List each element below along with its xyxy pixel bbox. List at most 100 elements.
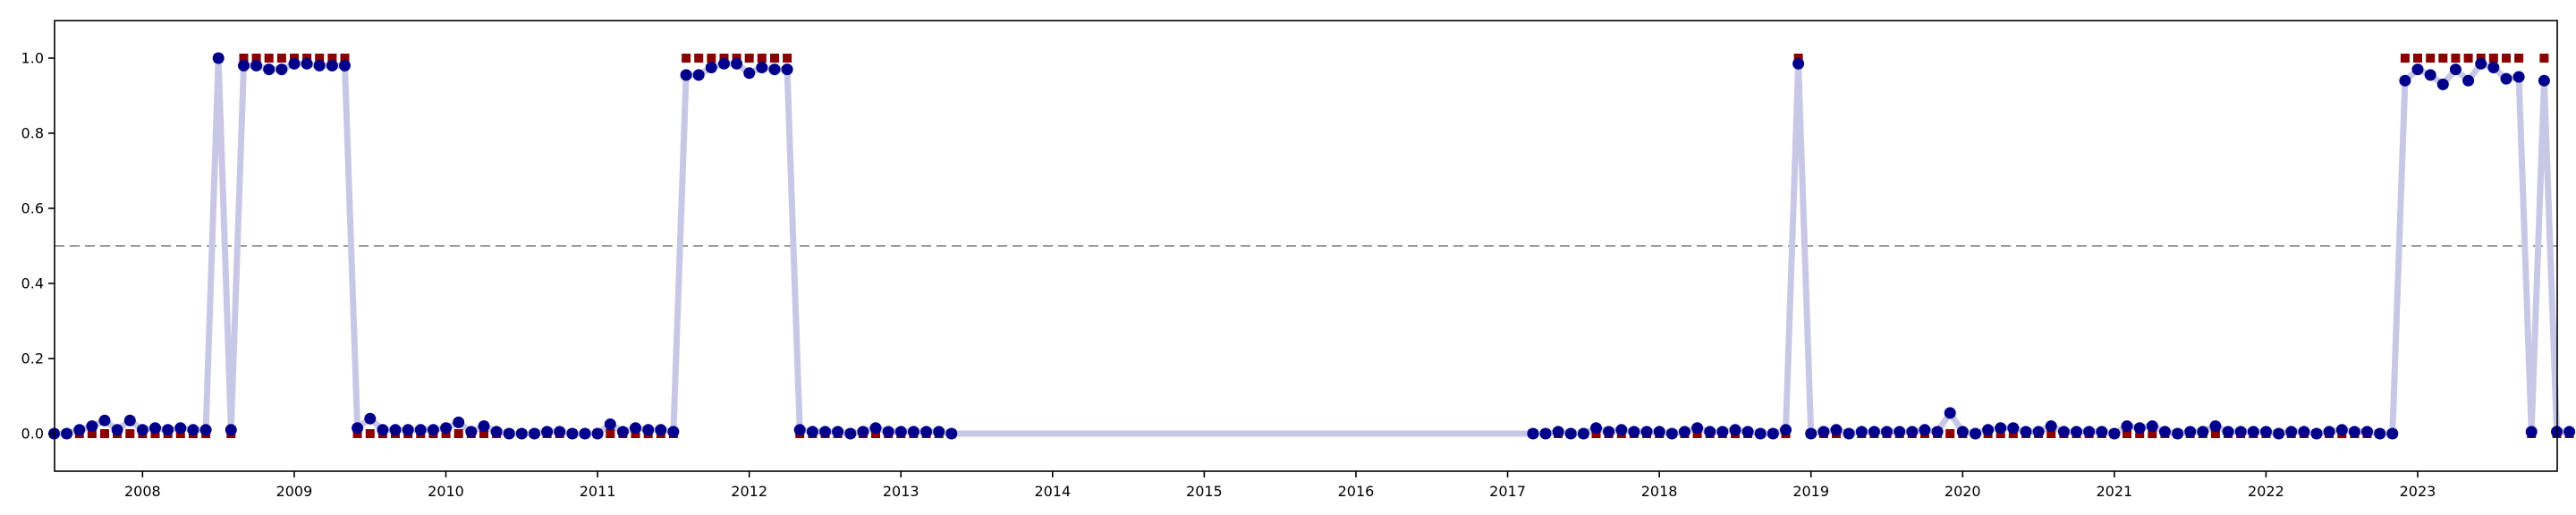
label-marker — [2046, 429, 2056, 438]
probability-point — [1729, 424, 1741, 436]
probability-point — [339, 59, 351, 72]
probability-point — [857, 426, 869, 438]
probability-point — [718, 57, 730, 70]
probability-point — [427, 424, 439, 436]
probability-point — [920, 426, 933, 438]
probability-point — [2247, 426, 2259, 438]
label-marker — [365, 429, 375, 438]
probability-point — [515, 427, 528, 440]
label-marker — [2123, 429, 2131, 438]
label-marker — [694, 54, 704, 63]
label-marker — [606, 429, 615, 438]
probability-point — [1894, 426, 1906, 438]
probability-point — [503, 427, 515, 440]
label-marker — [239, 54, 249, 63]
probability-point — [2285, 426, 2298, 438]
label-marker — [2413, 54, 2422, 63]
probability-point — [579, 427, 591, 440]
label-marker — [682, 54, 691, 63]
probability-point — [238, 59, 250, 72]
label-marker — [783, 54, 792, 63]
probability-point — [402, 424, 414, 436]
y-axis: 0.0 0.2 0.4 0.6 0.8 1.0 — [21, 50, 55, 443]
probability-point — [1995, 422, 2007, 435]
probability-point — [2096, 426, 2108, 438]
probability-point — [655, 424, 667, 436]
probability-point — [1527, 427, 1539, 440]
probability-point — [630, 422, 641, 435]
label-marker — [87, 429, 97, 438]
x-tick-label: 2023 — [2400, 483, 2436, 500]
probability-point — [288, 57, 301, 70]
probability-point — [2209, 420, 2222, 433]
probability-point — [136, 424, 148, 436]
probability-point — [275, 63, 288, 76]
probability-point — [1615, 424, 1628, 436]
probability-point — [1931, 426, 1944, 438]
probability-point — [945, 427, 958, 440]
x-tick-label: 2008 — [124, 483, 161, 500]
probability-point-layer — [48, 52, 2576, 440]
probability-point — [616, 426, 629, 438]
probability-point — [1944, 407, 1956, 419]
probability-point — [2512, 71, 2525, 83]
probability-point — [1552, 426, 1564, 438]
x-tick-label: 2015 — [1186, 483, 1223, 500]
probability-point — [352, 422, 364, 435]
probability-point — [490, 426, 503, 438]
probability-point — [1868, 426, 1880, 438]
probability-point — [2298, 426, 2310, 438]
probability-point — [554, 426, 566, 438]
probability-point — [705, 62, 717, 73]
probability-point — [2563, 426, 2576, 438]
label-marker — [770, 54, 779, 63]
probability-point — [2222, 426, 2234, 438]
probability-point — [642, 424, 655, 436]
probability-point — [2335, 424, 2348, 436]
probability-point — [756, 62, 768, 73]
probability-point — [529, 427, 540, 440]
probability-point — [2462, 74, 2475, 87]
probability-point — [2449, 63, 2462, 76]
probability-point — [1792, 57, 1805, 70]
probability-point — [1603, 426, 1615, 438]
probability-point — [566, 427, 579, 440]
x-tick-label: 2009 — [276, 483, 313, 500]
label-marker — [251, 54, 261, 63]
x-tick-label: 2010 — [428, 483, 464, 500]
x-tick-label: 2013 — [883, 483, 919, 500]
probability-point — [933, 426, 945, 438]
probability-point — [2234, 426, 2247, 438]
probability-point — [162, 424, 174, 436]
probability-point — [1855, 426, 1868, 438]
y-tick-label: 0.8 — [21, 125, 44, 142]
probability-point — [743, 67, 756, 80]
probability-point — [2057, 426, 2070, 438]
probability-point — [86, 420, 98, 433]
probability-point — [2323, 426, 2335, 438]
probability-point — [1754, 427, 1767, 440]
probability-point — [819, 426, 831, 438]
probability-point — [440, 422, 453, 435]
x-tick-label: 2021 — [2096, 483, 2132, 500]
probability-point — [832, 426, 844, 438]
probability-point — [1577, 427, 1589, 440]
probability-point — [768, 63, 781, 76]
probability-point — [2399, 74, 2411, 87]
label-marker — [479, 429, 488, 438]
probability-point — [680, 69, 692, 81]
probability-point — [2273, 427, 2285, 440]
probability-point — [869, 422, 882, 435]
probability-point — [111, 424, 123, 436]
x-tick-label: 2014 — [1034, 483, 1071, 500]
probability-point — [1818, 426, 1830, 438]
probability-point — [844, 427, 857, 440]
probability-point — [414, 424, 427, 436]
probability-point — [882, 426, 894, 438]
probability-point — [541, 426, 554, 438]
probability-point — [1590, 422, 1602, 435]
probability-point — [2121, 420, 2133, 433]
probability-point — [1539, 427, 1552, 440]
probability-point — [2361, 426, 2373, 438]
probability-point — [2310, 427, 2323, 440]
